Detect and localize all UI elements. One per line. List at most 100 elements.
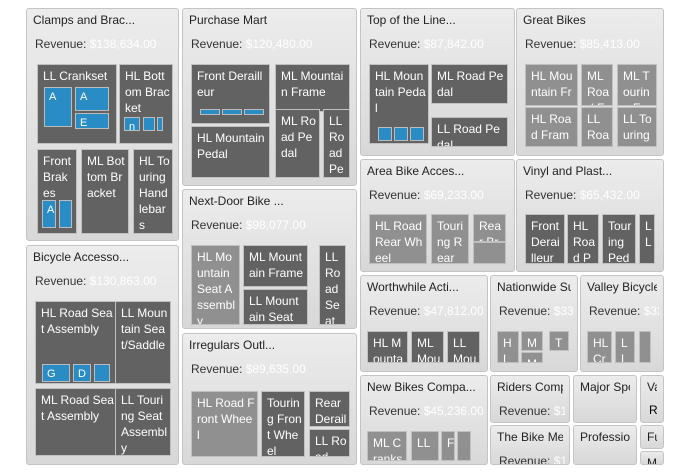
product-tile[interactable]: HL Road Seat Assembly G D [35, 301, 118, 384]
product-tile[interactable]: Touring Rear Wheel [431, 214, 469, 264]
vendor-card[interactable]: Purchase Mart Revenue: $120,480.00 Front D… [182, 8, 357, 186]
product-tile[interactable]: LL Mountain Seat/Saddle [115, 301, 171, 384]
vendor-card[interactable]: Great Bikes Revenue: $85,413.00 HL Mountai… [516, 8, 664, 156]
product-tile[interactable]: Touring Pedal [602, 214, 636, 264]
product-tile[interactable]: HL Mountain Pedal [191, 126, 270, 178]
vendor-card[interactable]: Clamps and Brac... Revenue: $138,634.00 LL… [26, 8, 179, 241]
product-tile[interactable] [473, 242, 506, 264]
product-tile[interactable]: LL Touring Frame [617, 107, 657, 147]
product-tile[interactable]: ML Touring Frame [617, 64, 657, 106]
vendor-card[interactable]: Valley Bicycle ... Revenue: $32 HL Cr LL [580, 275, 664, 372]
product-tile[interactable]: HL Mountain [367, 331, 408, 363]
vendor-card[interactable]: Mo... [640, 451, 664, 465]
sub-tile[interactable]: E [75, 113, 109, 129]
sub-tile[interactable] [59, 200, 72, 228]
vendor-revenue: Revenue: $87,842.00 [369, 37, 510, 51]
product-tile[interactable]: ML Road Pedal [275, 109, 320, 178]
product-tile[interactable]: ML Bottom Bracket [81, 149, 129, 234]
revenue-value: $45,236.00 [423, 404, 483, 418]
product-tile[interactable]: Front Derailleur [191, 64, 270, 124]
sub-tile[interactable] [244, 109, 264, 115]
sub-tile[interactable]: A [75, 87, 109, 111]
vendor-card[interactable]: Nationwide Sup... Revenue: $33, HL ML T ML [490, 275, 578, 372]
product-tile[interactable]: ML Road Pedal [431, 64, 508, 104]
product-tile[interactable]: F [441, 431, 455, 461]
product-tile[interactable]: ML Mountain [411, 331, 444, 363]
sub-tile[interactable] [410, 127, 424, 141]
product-tile[interactable] [639, 331, 651, 363]
product-tile[interactable]: LL Road Pedal [323, 109, 350, 178]
product-tile[interactable]: ML Mountain Frame [275, 64, 350, 112]
product-tile[interactable]: ML Road Frame [581, 64, 613, 106]
product-tile[interactable]: HL Road Rear Wheel [369, 214, 427, 264]
product-name: LL Touring Frame [623, 112, 652, 146]
vendor-card[interactable]: Professiona... [573, 425, 637, 465]
product-tile[interactable]: ML [521, 331, 543, 351]
product-tile[interactable]: HL Cr [587, 331, 612, 363]
vendor-name: Great Bikes [523, 13, 586, 27]
sub-tile[interactable]: D [73, 364, 91, 382]
sub-tile[interactable]: n [124, 117, 140, 131]
vendor-card[interactable]: Top of the Line... Revenue: $87,842.00 HL … [360, 8, 515, 156]
product-tile[interactable]: ML Mountain Frame [243, 245, 308, 287]
vendor-card[interactable]: Val... R [640, 375, 664, 423]
sub-tile[interactable] [394, 127, 408, 141]
vendor-card[interactable]: Major Spor... [573, 375, 637, 423]
sub-tile[interactable] [157, 117, 163, 131]
product-tile[interactable]: LL [411, 431, 439, 461]
sub-tile[interactable] [200, 109, 220, 115]
product-tile[interactable]: HL Road Front Wheel [191, 391, 258, 457]
vendor-name: Major Spor... [580, 380, 630, 394]
product-name: HL Mountain [373, 336, 404, 363]
vendor-card[interactable]: The Bike Mech... Revenue: $1 [490, 425, 570, 465]
product-tile[interactable]: Rear Derailleur [309, 391, 350, 427]
vendor-card[interactable]: Irregulars Outl... Revenue: $89,635.00 HL … [182, 333, 357, 465]
sub-tile[interactable] [222, 109, 242, 115]
sub-tile[interactable]: A [44, 87, 72, 127]
product-tile[interactable]: LL Mountain [447, 331, 480, 363]
product-tile[interactable]: HL Mountain Pedal [369, 64, 429, 144]
product-tile[interactable]: ML Crankset [367, 431, 407, 461]
product-tile[interactable]: Touring Front Wheel [261, 391, 305, 457]
product-tile[interactable]: ML [521, 352, 543, 363]
product-tile[interactable]: Front Brakes A [37, 149, 77, 234]
sub-tile[interactable] [143, 117, 155, 131]
product-tile[interactable]: HL Road Pedal [567, 214, 599, 264]
vendor-card[interactable]: Bicycle Accesso... Revenue: $130,863.00 HL… [26, 245, 179, 465]
vendor-card[interactable]: Next-Door Bike ... Revenue: $98,077.00 HL … [182, 189, 357, 329]
vendor-card[interactable]: Worthwhile Acti... Revenue: $47,812.00 HL … [360, 275, 488, 372]
product-tile[interactable]: ML Road Seat Assembly [35, 388, 118, 456]
product-tile[interactable]: LL Road Seat [319, 245, 346, 325]
product-tile[interactable]: HL [497, 331, 519, 363]
product-tile[interactable]: LL Road Pedal [431, 117, 508, 147]
vendor-card[interactable]: Area Bike Acces... Revenue: $69,233.00 HL … [360, 159, 515, 272]
product-tile[interactable]: Front Derailleur [525, 214, 565, 264]
product-tile[interactable] [457, 431, 471, 461]
product-tile[interactable]: LL Touring Seat Assembly [115, 388, 171, 456]
product-tile[interactable]: LL [615, 331, 635, 363]
vendor-card[interactable]: Vinyl and Plast... Revenue: $65,432.00 Fro… [516, 159, 664, 272]
product-tile[interactable]: HL Mountain Seat Assembly [191, 245, 240, 325]
product-tile[interactable]: LL [639, 214, 655, 264]
product-tile[interactable]: LL Road [309, 429, 350, 457]
vendor-card[interactable]: Riders Compa... Revenue: $1 [490, 375, 570, 423]
product-tile[interactable]: HL Mountain Frame [525, 64, 578, 106]
sub-tile[interactable] [94, 364, 110, 382]
product-tile[interactable]: LL Crankset A A E [37, 64, 117, 144]
vendor-name: Vinyl and Plast... [523, 164, 613, 178]
product-tile[interactable]: HL Road Frame [525, 107, 578, 147]
vendor-revenue: Revenue: $85,413.00 [525, 37, 659, 51]
revenue-label: Revenue: [525, 188, 580, 202]
product-tile[interactable]: T [549, 331, 569, 351]
sub-tile[interactable]: A [42, 200, 56, 228]
sub-tile[interactable] [378, 127, 392, 141]
product-tile[interactable]: Rear Brakes [473, 214, 506, 242]
vendor-card[interactable]: New Bikes Compa... Revenue: $45,236.00 ML … [360, 375, 488, 465]
vendor-revenue: Revenue: $138,634.00 [35, 37, 174, 51]
product-tile[interactable]: LL Road Frame [581, 107, 613, 147]
sub-tile[interactable]: G [42, 364, 70, 382]
vendor-card[interactable]: Fur... [640, 425, 664, 449]
product-tile[interactable]: LL Mountain Seat [243, 289, 308, 325]
product-tile[interactable]: HL Touring Handlebars [133, 149, 173, 234]
product-tile[interactable]: HL Bottom Bracket n [119, 64, 173, 144]
